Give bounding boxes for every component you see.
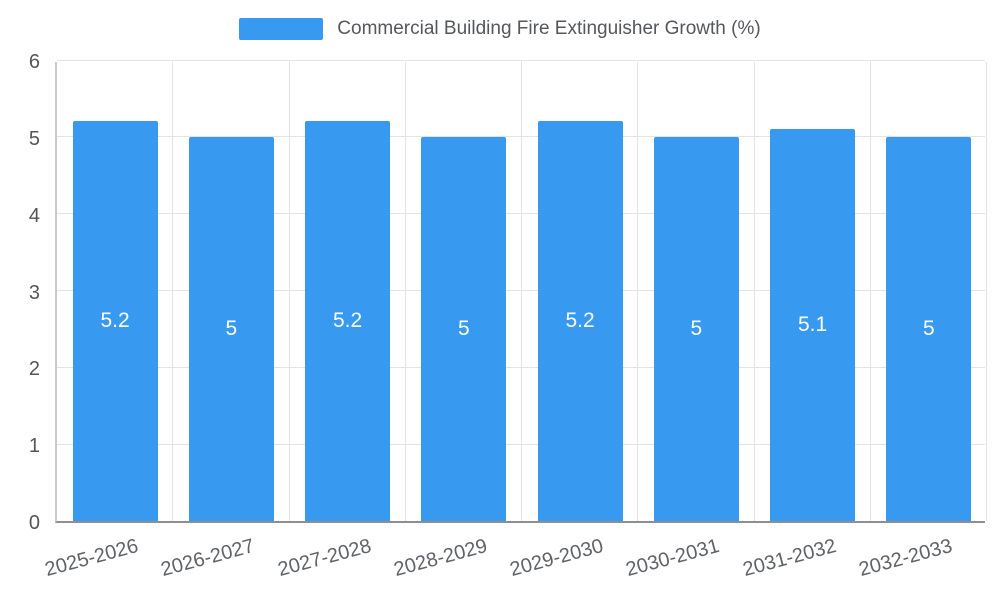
gridline-vertical bbox=[753, 62, 755, 521]
x-tick-label: 2030-2031 bbox=[623, 535, 723, 582]
legend-swatch[interactable] bbox=[239, 18, 324, 40]
x-tick-label: 2031-2032 bbox=[740, 535, 839, 582]
y-tick-label: 0 bbox=[28, 512, 40, 534]
y-tick-label: 4 bbox=[28, 204, 40, 227]
bar-value-label: 5 bbox=[923, 316, 935, 340]
gridline-vertical bbox=[869, 62, 871, 521]
bar: 5.2 bbox=[305, 121, 391, 521]
legend[interactable]: Commercial Building Fire Extinguisher Gr… bbox=[0, 16, 1000, 42]
bar: 5 bbox=[653, 136, 739, 521]
gridline-horizontal bbox=[57, 59, 985, 61]
gridline-vertical bbox=[521, 62, 522, 521]
x-tick-label: 2029-2030 bbox=[507, 535, 606, 582]
chart-title: Commercial Building Fire Extinguisher Gr… bbox=[337, 18, 761, 39]
bar-value-label: 5.2 bbox=[565, 309, 595, 333]
y-axis: 0 1 2 3 4 5 6 bbox=[0, 51, 44, 534]
gridline-vertical bbox=[637, 62, 639, 521]
x-tick-label: 2025-2026 bbox=[42, 535, 141, 582]
bar: 5.2 bbox=[72, 121, 158, 521]
y-tick-label: 6 bbox=[28, 51, 40, 73]
bar-value-label: 5 bbox=[458, 316, 470, 340]
plot-area: 5.2 5 5.2 5 5.2 5 5.1 5 bbox=[55, 59, 987, 523]
gridline-vertical bbox=[986, 62, 987, 521]
y-tick-label: 3 bbox=[28, 281, 40, 304]
bar: 5 bbox=[421, 136, 507, 521]
bar-value-label: 5.2 bbox=[333, 309, 363, 333]
bar: 5.2 bbox=[537, 121, 623, 521]
bar-value-label: 5.2 bbox=[100, 309, 130, 333]
gridline-vertical bbox=[404, 62, 406, 521]
y-tick-label: 2 bbox=[28, 358, 40, 381]
y-tick-label: 1 bbox=[28, 435, 40, 458]
x-tick-label: 2032-2033 bbox=[856, 535, 955, 582]
bar: 5 bbox=[188, 136, 274, 521]
bar-value-label: 5 bbox=[225, 316, 238, 340]
x-tick-label: 2027-2028 bbox=[275, 535, 374, 582]
x-axis: 2025-2026 2026-2027 2027-2028 2028-2029 2029… bbox=[43, 531, 985, 600]
x-tick-label: 2028-2029 bbox=[391, 535, 490, 582]
gridline-vertical bbox=[288, 62, 290, 521]
x-tick-label: 2026-2027 bbox=[158, 535, 258, 582]
bar: 5 bbox=[886, 136, 972, 521]
y-tick-label: 5 bbox=[28, 127, 40, 150]
gridline-vertical bbox=[172, 62, 174, 521]
bar: 5.1 bbox=[770, 129, 856, 521]
bar-value-label: 5 bbox=[690, 316, 703, 340]
bar-value-label: 5.1 bbox=[798, 313, 828, 337]
